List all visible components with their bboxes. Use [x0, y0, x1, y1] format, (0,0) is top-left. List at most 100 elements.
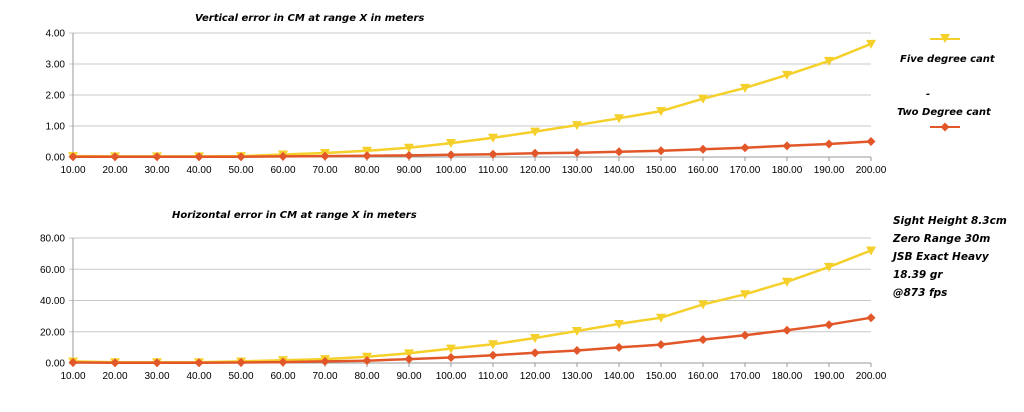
x-tick-label: 60.00: [270, 371, 295, 382]
data-point: [362, 356, 372, 366]
data-point: [194, 152, 204, 162]
data-point: [530, 334, 540, 343]
x-tick-label: 20.00: [102, 165, 127, 176]
data-point: [404, 150, 414, 160]
x-tick-label: 20.00: [102, 371, 127, 382]
data-point: [194, 358, 204, 368]
data-point: [572, 346, 582, 355]
data-point: [110, 358, 120, 368]
note-pellet: JSB Exact Heavy: [891, 251, 990, 263]
x-axis-horizontal: 10.00 20.00 30.00 40.00 50.00 60.00 70.00 80.00…: [60, 363, 887, 382]
data-point: [236, 152, 246, 162]
x-tick-label: 50.00: [228, 371, 253, 382]
data-point: [866, 246, 876, 256]
x-axis-vertical: 10.00 20.00 30.00 40.00 50.00 60.00 70.00 80.00…: [60, 157, 887, 176]
note-sight-height: Sight Height 8.3cm: [893, 215, 1007, 227]
data-point: [698, 300, 708, 310]
data-point: [446, 353, 456, 363]
y-axis-horizontal: 0.00 20.00 40.00 60.00 80.00: [40, 234, 65, 370]
data-point: [152, 358, 162, 368]
x-tick-label: 120.00: [520, 165, 551, 176]
data-point: [824, 56, 834, 66]
chart-title-vertical: Vertical error in CM at range X in meter…: [195, 13, 424, 24]
chart-title-horizontal: Horizontal error in CM at range X in met…: [172, 210, 417, 221]
data-point: [698, 335, 708, 345]
y-tick-label: 3.00: [46, 60, 66, 71]
data-point: [236, 358, 246, 368]
data-point: [782, 70, 792, 80]
y-axis-vertical: 0.00 1.00 2.00 3.00 4.00: [46, 29, 66, 164]
x-tick-label: 100.00: [436, 371, 467, 382]
data-point: [572, 121, 582, 131]
series-group-horizontal: [68, 246, 876, 368]
data-point: [152, 152, 162, 162]
x-tick-label: 200.00: [856, 165, 887, 176]
data-point: [446, 150, 456, 160]
data-point: [698, 144, 708, 154]
data-point: [110, 152, 120, 162]
x-tick-label: 40.00: [186, 165, 211, 176]
series-group-vertical: [68, 39, 876, 162]
data-point: [68, 152, 78, 162]
data-point: [824, 320, 834, 330]
series-line: [72, 42, 872, 158]
data-point: [656, 340, 666, 350]
y-tick-label: 2.00: [46, 91, 66, 102]
data-point: [68, 358, 78, 368]
x-tick-label: 80.00: [354, 371, 379, 382]
data-point: [488, 149, 498, 159]
x-tick-label: 200.00: [856, 371, 887, 382]
data-point: [320, 356, 330, 366]
data-point: [740, 330, 750, 340]
data-point: [404, 143, 414, 153]
x-tick-label: 30.00: [144, 371, 169, 382]
data-point: [782, 141, 792, 151]
data-point: [782, 325, 792, 335]
data-point: [488, 133, 498, 143]
legend-label-two: Two Degree cant: [897, 107, 992, 118]
data-point: [446, 139, 456, 149]
note-zero-range: Zero Range 30m: [892, 233, 990, 245]
data-point: [404, 354, 414, 364]
y-tick-label: 40.00: [40, 296, 65, 307]
series-line: [72, 249, 872, 364]
data-point: [866, 137, 876, 146]
data-point: [656, 107, 666, 117]
data-point: [530, 148, 540, 158]
data-point: [740, 143, 750, 153]
x-tick-label: 100.00: [436, 165, 467, 176]
x-tick-label: 150.00: [646, 165, 677, 176]
data-point: [530, 348, 540, 358]
y-tick-label: 1.00: [46, 122, 66, 133]
data-point: [740, 83, 750, 93]
data-point: [656, 146, 666, 156]
data-point: [446, 344, 456, 354]
data-point: [614, 319, 624, 329]
legend: Five degree cant - Two Degree cant: [897, 34, 996, 132]
x-tick-label: 130.00: [562, 165, 593, 176]
gridlines-horizontal: [69, 237, 871, 364]
data-point: [488, 340, 498, 350]
data-point: [614, 342, 624, 352]
data-point: [278, 357, 288, 367]
data-point: [572, 148, 582, 158]
x-tick-label: 70.00: [312, 371, 337, 382]
data-point: [656, 313, 666, 323]
x-tick-label: 70.00: [312, 165, 337, 176]
legend-marker-two: [940, 122, 950, 132]
data-point: [614, 147, 624, 157]
note-weight: 18.39 gr: [893, 269, 943, 281]
x-tick-label: 190.00: [814, 371, 845, 382]
x-tick-label: 50.00: [228, 165, 253, 176]
x-tick-label: 180.00: [772, 371, 803, 382]
y-tick-label: 4.00: [46, 29, 66, 40]
x-tick-label: 90.00: [396, 371, 421, 382]
legend-marker-five: [940, 34, 950, 43]
data-point: [698, 94, 708, 104]
x-tick-label: 40.00: [186, 371, 211, 382]
x-tick-label: 110.00: [478, 371, 508, 382]
data-point: [362, 151, 372, 161]
data-point: [278, 151, 288, 161]
x-tick-label: 160.00: [688, 371, 719, 382]
